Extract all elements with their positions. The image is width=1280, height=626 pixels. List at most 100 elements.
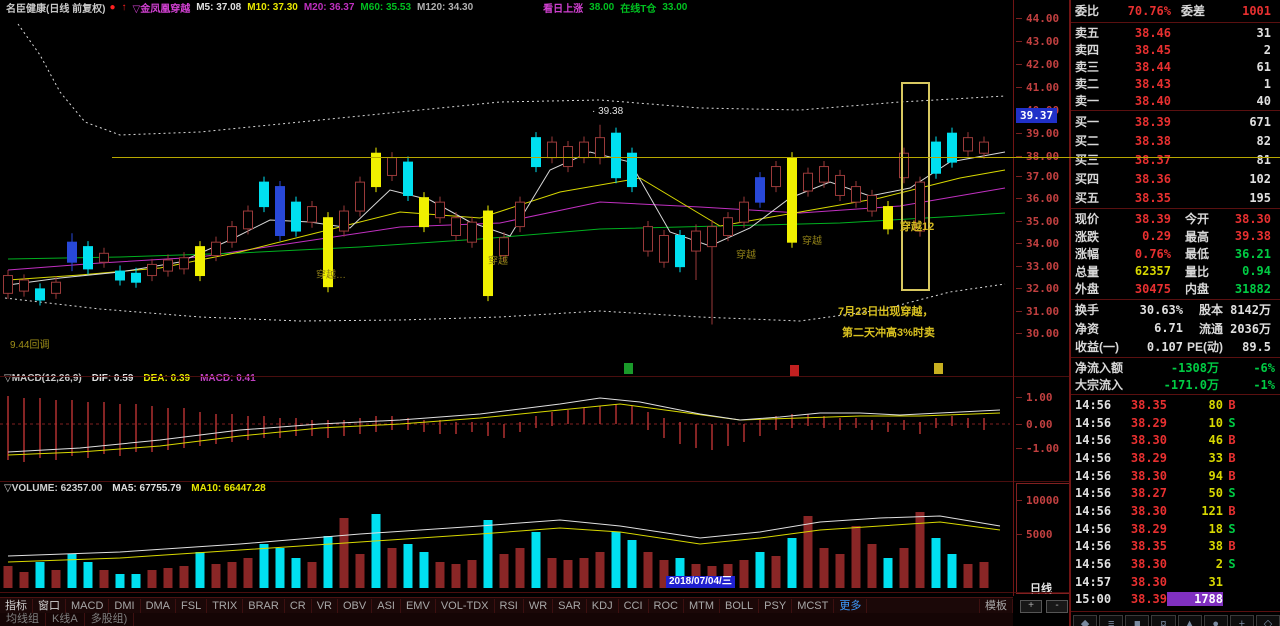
divider (1013, 0, 1014, 596)
indicator-tab-dmi[interactable]: DMI (109, 598, 141, 613)
volume-chart[interactable] (0, 495, 1013, 592)
trade-row[interactable]: 14:56 38.35 80 B (1071, 396, 1280, 414)
plus-icon[interactable]: + (1229, 615, 1254, 626)
indicator-tab-trix[interactable]: TRIX (207, 598, 244, 613)
ask-price: 38.43 (1134, 76, 1171, 91)
trade-row[interactable]: 14:56 38.30 46 B (1071, 431, 1280, 449)
trade-direction: B (1228, 397, 1236, 412)
indicator-tab-cr[interactable]: CR (285, 598, 312, 613)
axis-label: 35.00 (1026, 215, 1060, 228)
axis-tick (1016, 198, 1022, 199)
trade-row[interactable]: 14:56 38.29 33 B (1071, 449, 1280, 467)
trade-row[interactable]: 14:57 38.30 31 (1071, 573, 1280, 591)
bid-row[interactable]: 买五 38.35 195 (1071, 188, 1280, 207)
indicator-tab-kdj[interactable]: KDJ (587, 598, 619, 613)
trade-volume: 80 (1208, 397, 1223, 412)
trade-row[interactable]: 14:56 38.29 10 S (1071, 414, 1280, 432)
ask-row[interactable]: 卖一 38.40 40 (1071, 92, 1280, 109)
ask-volume: 61 (1256, 59, 1271, 74)
diamond-icon[interactable]: ◇ (1255, 615, 1280, 626)
ask-row[interactable]: 卖五 38.46 31 (1071, 24, 1280, 41)
macd-chart[interactable] (0, 385, 1013, 480)
indicator-tab-asi[interactable]: ASI (372, 598, 401, 613)
trade-row[interactable]: 14:56 38.30 94 B (1071, 467, 1280, 485)
bid-row[interactable]: 买二 38.38 82 (1071, 131, 1280, 150)
secondary-tab[interactable]: 多股组) (85, 613, 135, 626)
main-candlestick-chart[interactable] (0, 14, 1013, 376)
fund-value: 6.71 (1154, 321, 1183, 336)
volume-header: ▽VOLUME: 62357.00 MA5: 67755.79 MA10: 66… (4, 483, 266, 495)
zoom-in-button[interactable]: + (1020, 600, 1042, 613)
flow-percent: -6% (1253, 360, 1275, 375)
coin-icon[interactable]: ¤ (1151, 615, 1176, 626)
trade-price: 38.39 (1130, 592, 1167, 607)
indicator-tab-mcst[interactable]: MCST (792, 598, 835, 613)
bid-price: 38.38 (1134, 133, 1171, 148)
indicator-tab-brar[interactable]: BRAR (243, 598, 285, 613)
indicator-tab-roc[interactable]: ROC (649, 598, 684, 613)
trade-row[interactable]: 14:56 38.30 2 S (1071, 555, 1280, 573)
triangle-icon[interactable]: ▲ (1177, 615, 1202, 626)
fund-label: 股本 (1198, 303, 1223, 318)
zoom-out-button[interactable]: - (1046, 600, 1068, 613)
indicator-tab-dma[interactable]: DMA (141, 598, 177, 613)
template-button[interactable]: 模板 (979, 598, 1013, 613)
ask-row[interactable]: 卖二 38.43 1 (1071, 75, 1280, 92)
bid-label: 买四 (1075, 172, 1100, 186)
ask-label: 卖五 (1075, 26, 1100, 40)
bid-row[interactable]: 买四 38.36 102 (1071, 169, 1280, 188)
trade-row[interactable]: 15:00 38.39 1788 (1071, 591, 1280, 609)
quote-value: 31882 (1234, 281, 1271, 296)
indicator-tab-emv[interactable]: EMV (401, 598, 436, 613)
indicator-tab-macd[interactable]: MACD (66, 598, 110, 613)
axis-tick (1016, 333, 1022, 334)
quote-label: 涨跌 (1075, 229, 1100, 244)
menu-icon[interactable]: ≡ (1099, 615, 1124, 626)
block-icon[interactable]: ■ (1125, 615, 1150, 626)
shield-icon[interactable]: ◆ (1073, 615, 1098, 626)
ask-row[interactable]: 卖四 38.45 2 (1071, 41, 1280, 58)
bid-row[interactable]: 买三 38.37 81 (1071, 150, 1280, 169)
period-label[interactable]: 日线 (1030, 583, 1052, 595)
quote-row: 总量 62357 量比 0.94 (1071, 263, 1280, 281)
last-price-tag: 39.37 (1016, 108, 1058, 123)
macd-dif-value: DIF: 0.59 (91, 373, 134, 384)
indicator-tab-rsi[interactable]: RSI (495, 598, 524, 613)
axis-tick (1016, 221, 1022, 222)
bid-row[interactable]: 买一 38.39 671 (1071, 112, 1280, 131)
indicator-tab-wr[interactable]: WR (524, 598, 554, 613)
trade-row[interactable]: 14:56 38.30 121 B (1071, 502, 1280, 520)
axis-label: 30.00 (1026, 327, 1060, 340)
trade-row[interactable]: 14:56 38.35 38 B (1071, 538, 1280, 556)
indicator-tab-vol-tdx[interactable]: VOL-TDX (436, 598, 495, 613)
weicha-value: 1001 (1242, 3, 1271, 18)
indicator-tab-boll[interactable]: BOLL (720, 598, 760, 613)
secondary-tab[interactable]: K线A (46, 613, 85, 626)
volume-axis-frame (1016, 483, 1070, 594)
bid-volume: 102 (1249, 171, 1271, 186)
bid-label: 买三 (1075, 153, 1100, 167)
flow-value: -171.0万 (1163, 378, 1219, 392)
indicator-tab-sar[interactable]: SAR (553, 598, 587, 613)
indicator-tab-mtm[interactable]: MTM (684, 598, 721, 613)
indicator-tab-指标[interactable]: 指标 (0, 598, 33, 613)
indicator-tab-obv[interactable]: OBV (338, 598, 373, 613)
fundamental-row: 换手 30.63% 股本 8142万 (1071, 301, 1280, 320)
indicator-tab-fsl[interactable]: FSL (176, 598, 208, 613)
quote-label: 内盘 (1184, 282, 1209, 297)
dot-icon[interactable]: ● (1203, 615, 1228, 626)
trade-row[interactable]: 14:56 38.27 50 S (1071, 484, 1280, 502)
indicator-tab-psy[interactable]: PSY (759, 598, 793, 613)
quote-value: 39.38 (1234, 229, 1271, 244)
axis-label: 0.00 (1026, 418, 1053, 431)
trade-row[interactable]: 14:56 38.29 18 S (1071, 520, 1280, 538)
ask-row[interactable]: 卖三 38.44 61 (1071, 58, 1280, 75)
indicator-tab-cci[interactable]: CCI (619, 598, 649, 613)
indicator-tab-窗口[interactable]: 窗口 (33, 598, 66, 613)
indicator-tab-更多[interactable]: 更多 (834, 598, 868, 613)
secondary-tab[interactable]: 均线组 (0, 613, 46, 626)
trade-volume: 121 (1201, 503, 1223, 518)
quote-label: 最高 (1184, 229, 1209, 244)
header-value: M120: 34.30 (417, 1, 474, 13)
indicator-tab-vr[interactable]: VR (312, 598, 338, 613)
